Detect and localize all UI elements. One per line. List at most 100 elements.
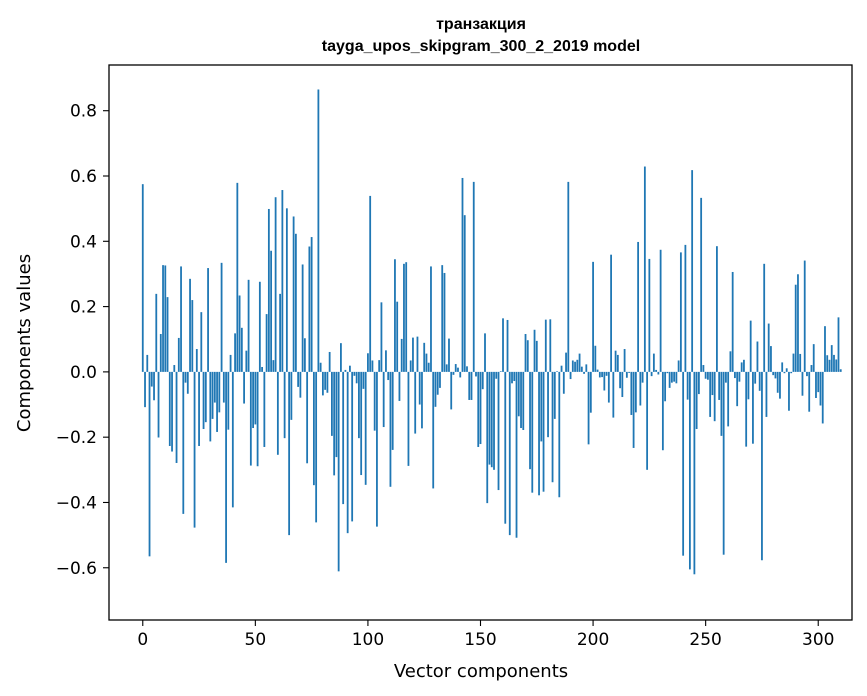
bar xyxy=(450,371,453,410)
bar xyxy=(810,365,813,372)
bar xyxy=(691,170,694,372)
bar xyxy=(542,371,545,492)
bar xyxy=(432,371,435,489)
bar xyxy=(634,371,637,413)
x-axis-label: Vector components xyxy=(394,661,568,682)
bar xyxy=(670,371,673,383)
x-tick-label: 250 xyxy=(689,630,721,650)
bar xyxy=(448,338,450,372)
bar xyxy=(727,371,730,427)
bar xyxy=(601,371,603,378)
bar xyxy=(380,302,383,372)
bar xyxy=(576,359,579,372)
y-tick-label: 0.4 xyxy=(70,232,97,252)
bar xyxy=(664,371,667,402)
bar xyxy=(459,371,462,378)
bar xyxy=(547,371,549,438)
bar xyxy=(587,371,590,445)
bar xyxy=(389,371,392,487)
bar xyxy=(506,319,509,372)
bar xyxy=(319,362,322,372)
bar xyxy=(463,215,466,372)
bar xyxy=(421,371,423,429)
bar xyxy=(335,371,338,458)
bar xyxy=(580,366,583,372)
bar xyxy=(351,371,354,522)
bar xyxy=(403,263,405,372)
bar xyxy=(195,349,198,372)
bar xyxy=(261,366,263,372)
x-tick-label: 100 xyxy=(352,630,384,650)
x-tick-label: 300 xyxy=(802,630,834,650)
bar xyxy=(812,344,815,372)
bar xyxy=(725,371,727,383)
bar xyxy=(423,342,426,372)
bar xyxy=(711,371,714,396)
bar xyxy=(182,371,185,514)
bar xyxy=(398,371,401,401)
bar xyxy=(628,371,630,373)
bar xyxy=(470,371,473,400)
bar xyxy=(540,371,543,442)
bar xyxy=(342,371,345,505)
bar xyxy=(571,360,574,372)
bar xyxy=(594,345,597,372)
x-tick-label: 150 xyxy=(464,630,496,650)
bar xyxy=(193,371,196,528)
bar xyxy=(184,371,187,383)
bar xyxy=(738,371,741,382)
bar xyxy=(162,265,164,372)
bar xyxy=(141,184,144,372)
bar xyxy=(148,371,151,557)
bar xyxy=(405,262,408,372)
bar xyxy=(222,371,225,403)
bar xyxy=(605,371,608,376)
bar xyxy=(511,371,513,384)
bar xyxy=(475,371,477,377)
bars-group xyxy=(141,89,842,575)
bar xyxy=(837,317,840,372)
bar xyxy=(209,371,212,442)
bar xyxy=(713,371,716,422)
bar xyxy=(668,371,671,388)
bar xyxy=(486,371,489,504)
bar xyxy=(247,279,250,372)
bar xyxy=(297,371,300,387)
bar xyxy=(702,365,705,372)
bar xyxy=(367,353,369,372)
bar xyxy=(146,354,149,372)
bar xyxy=(166,297,169,372)
bar xyxy=(445,364,448,372)
bar xyxy=(254,371,257,425)
x-tick-label: 200 xyxy=(577,630,609,650)
bar xyxy=(317,89,320,372)
bar xyxy=(484,333,486,372)
bar xyxy=(698,371,700,395)
bar xyxy=(770,346,772,372)
bar xyxy=(556,371,558,372)
bar xyxy=(378,360,381,372)
bar xyxy=(324,371,327,390)
bar xyxy=(783,371,786,374)
bar xyxy=(344,369,347,372)
bar xyxy=(643,166,646,372)
bar xyxy=(596,369,599,372)
bar xyxy=(204,371,207,423)
bar xyxy=(164,265,167,372)
bar xyxy=(488,371,491,465)
bar xyxy=(236,182,239,372)
bar xyxy=(299,371,302,398)
bar xyxy=(407,371,410,466)
bar xyxy=(695,371,698,430)
bar xyxy=(490,371,493,468)
bar xyxy=(153,371,155,401)
bar xyxy=(439,371,441,388)
bar xyxy=(765,371,768,417)
bar xyxy=(553,371,556,419)
bar xyxy=(549,319,552,372)
bar xyxy=(639,371,642,406)
bar xyxy=(655,369,658,372)
bar xyxy=(213,371,216,403)
bar xyxy=(279,293,282,372)
bar xyxy=(452,371,455,375)
